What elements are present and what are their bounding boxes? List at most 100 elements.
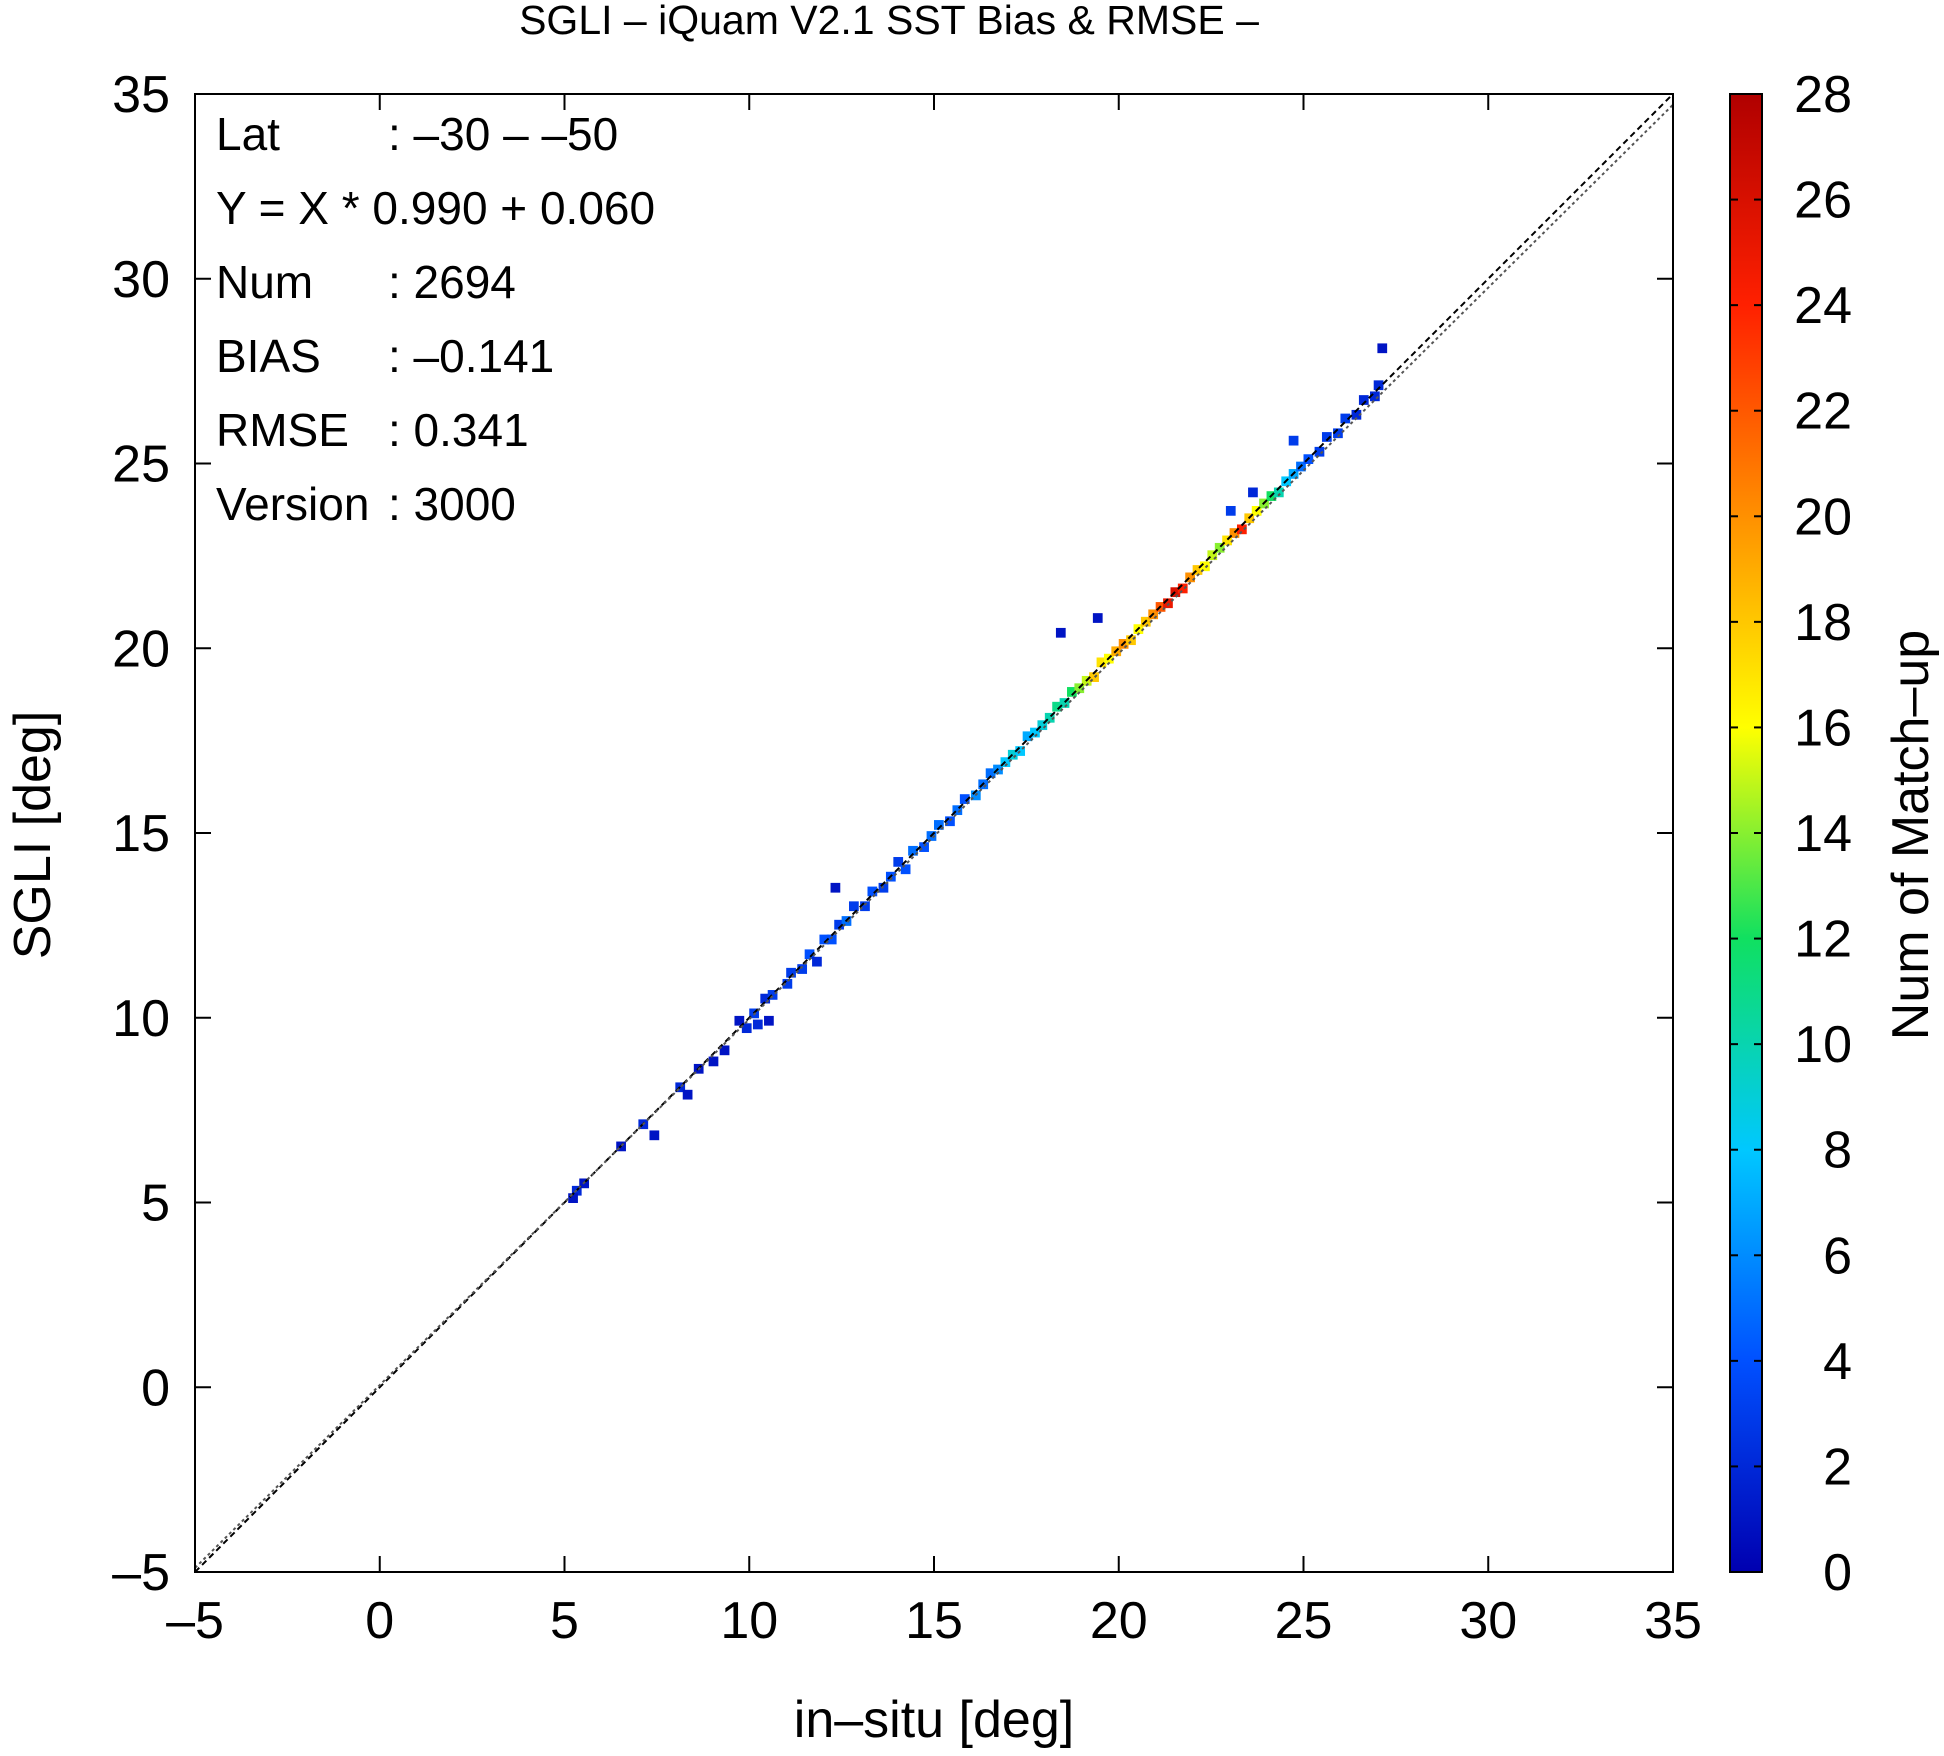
heatmap-cell [1177,583,1188,594]
heatmap-cell [1052,701,1062,712]
colorbar-tick-label: 6 [1823,1227,1852,1285]
stat-key: RMSE [216,404,349,456]
stat-value: : 3000 [388,478,516,530]
stat-key: Lat [216,108,280,160]
heatmap-cell [1370,391,1380,402]
heatmap-cell [767,990,778,1000]
heatmap-cell [1321,432,1332,442]
heatmap-cell [1170,587,1181,598]
x-tick-label: 20 [1090,1592,1148,1650]
x-axis-label: in–situ [deg] [794,1691,1074,1749]
heatmap-cell [812,956,822,967]
colorbar-tick-label: 20 [1794,488,1852,546]
stat-key: Y = X * 0.990 + 0.060 [216,182,655,234]
colorbar-tick-label: 18 [1794,594,1852,652]
identity-line [195,94,1673,1572]
colorbar-label: Num of Match–up [1882,630,1940,1040]
heatmap-cell [1236,524,1247,535]
heatmap-cell [1340,413,1351,424]
colorbar-tick-label: 16 [1794,699,1852,757]
heatmap-cell [719,1045,730,1056]
heatmap-cell [1214,542,1225,553]
heatmap-cell [1037,720,1048,731]
heatmap-cell [1055,627,1066,638]
heatmap-cell [797,964,808,974]
heatmap-cell [568,1193,578,1203]
heatmap-cell [1373,380,1384,391]
heatmap-cell [1044,712,1055,723]
heatmap-cell [1059,698,1070,708]
heatmap-cell [1200,561,1210,572]
stat-value: : 0.341 [388,404,529,456]
x-tick-label: 35 [1644,1592,1702,1650]
heatmap-cell [1185,572,1195,583]
heatmap-cell [1092,613,1103,623]
heatmap-cell [1273,487,1284,498]
colorbar-tick-label: 26 [1794,172,1852,230]
colorbar-tick-label: 8 [1823,1122,1852,1180]
heatmap-cell [1225,505,1236,516]
y-tick-label: 25 [112,436,170,494]
colorbar-tick-label: 14 [1794,805,1852,863]
heatmap-cell [1163,598,1173,609]
heatmap-cell [1358,395,1369,405]
heatmap-cell [849,901,859,912]
heatmap-cell [834,919,844,930]
heatmap-cell [1207,550,1218,561]
heatmap-cell [934,820,944,830]
heatmap-cell [819,934,830,945]
stat-value: : –30 – –50 [388,108,618,160]
heatmap-cell [985,768,996,779]
heatmap-cell [1229,528,1240,538]
y-tick-label: 30 [112,251,170,309]
stats-panel: Lat : –30 – –50 Y = X * 0.990 + 0.060 Num : … [216,108,655,530]
heatmap-cell [649,1130,660,1141]
y-tick-label: 15 [112,805,170,863]
colorbar-tick-label: 2 [1823,1438,1852,1496]
heatmap-cell [1248,487,1258,498]
stat-value: : –0.141 [388,330,554,382]
chart-title: SGLI – iQuam V2.1 SST Bias & RMSE – [519,0,1259,43]
heatmap-cell [708,1056,719,1067]
heatmap-cell [760,993,771,1004]
heatmap-cell [908,845,918,856]
y-axis-ticks: –5 0 5 10 15 20 25 30 35 [112,66,1673,1602]
heatmap-cell [860,901,870,912]
y-tick-label: 5 [141,1175,170,1233]
colorbar-tick-label: 24 [1794,277,1852,335]
y-tick-label: 10 [112,990,170,1048]
heatmap-cell [945,816,955,827]
heatmap-cell [893,857,904,867]
heatmap-cell [1351,409,1362,420]
x-tick-label: 0 [365,1592,394,1650]
colorbar-tick-label: 12 [1794,911,1852,969]
y-tick-label: 0 [141,1359,170,1417]
x-tick-label: 25 [1275,1592,1333,1650]
heatmap-cell [952,805,963,816]
heatmap-cell [1015,746,1026,756]
x-tick-label: –5 [166,1592,224,1650]
colorbar-tick-label: 10 [1794,1016,1852,1074]
heatmap-cell [741,1023,752,1034]
heatmap-cell [959,794,970,804]
heatmap-cell [1333,428,1343,439]
colorbar-tick-label: 28 [1794,66,1852,124]
colorbar-tick-label: 0 [1823,1544,1852,1602]
heatmap-cell [826,934,837,945]
y-tick-label: 20 [112,620,170,678]
heatmap-cell [830,882,841,893]
heatmap-cell [900,864,911,875]
heatmap-cell [1126,635,1136,646]
heatmap-cell [764,1015,774,1026]
heatmap-cell [804,949,815,960]
x-tick-label: 5 [550,1592,579,1650]
y-tick-label: –5 [112,1544,170,1602]
heatmap-cell [1067,687,1077,697]
y-tick-label: 35 [112,66,170,124]
heatmap-cell [1096,657,1107,668]
heatmap-cell [919,842,929,852]
stat-key: Num [216,256,313,308]
x-tick-label: 15 [905,1592,963,1650]
heatmap-cell [786,967,796,978]
